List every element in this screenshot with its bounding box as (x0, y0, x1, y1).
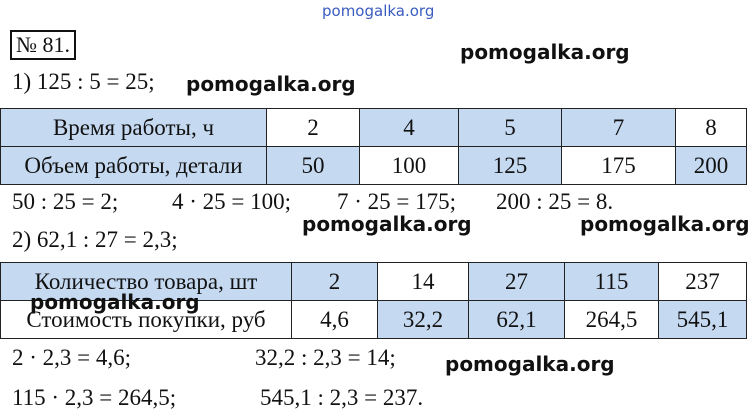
table-row: Количество товара, шт 2 14 27 115 237 (0, 262, 747, 301)
table-cell: 62,1 (468, 300, 565, 339)
table-cell: 27 (468, 262, 565, 301)
formula: 50 : 25 = 2; (12, 189, 119, 214)
formula: 1) 125 : 5 = 25; (12, 69, 155, 94)
table-cell: 125 (458, 146, 562, 185)
table-cell: 4,6 (291, 300, 378, 339)
table-cell: 14 (377, 262, 469, 301)
watermark: pomogalka.org (186, 72, 356, 96)
table-cell: 2 (266, 108, 360, 147)
row-header: Количество товара, шт (0, 262, 292, 301)
formula: 4 · 25 = 100; (172, 189, 292, 214)
row-header: Стоимость покупки, руб (0, 300, 292, 339)
data-table: Количество товара, шт 2 14 27 115 237 Стоимост… (0, 262, 747, 339)
table-cell: 7 (561, 108, 676, 147)
watermark: pomogalka.org (302, 212, 472, 236)
table-row: Стоимость покупки, руб 4,6 32,2 62,1 264,5 54… (0, 300, 747, 339)
formula: 32,2 : 2,3 = 14; (255, 345, 396, 370)
table-cell: 264,5 (564, 300, 659, 339)
watermark: pomogalka.org (580, 212, 750, 236)
table-cell: 200 (675, 146, 747, 185)
formula: 200 : 25 = 8. (496, 189, 614, 214)
formula: 2) 62,1 : 27 = 2,3; (12, 227, 178, 252)
formula: 7 · 25 = 175; (337, 189, 457, 214)
data-table: Время работы, ч 2 4 5 7 8 Объем работы, детали… (0, 108, 747, 185)
table-cell: 175 (561, 146, 676, 185)
table-row: Объем работы, детали 50 100 125 175 200 (0, 146, 747, 185)
row-header: Объем работы, детали (0, 146, 267, 185)
table-cell: 545,1 (658, 300, 747, 339)
formula: 2 · 2,3 = 4,6; (12, 345, 132, 370)
table-cell: 4 (359, 108, 459, 147)
table-cell: 5 (458, 108, 562, 147)
task-number: № 81. (10, 30, 76, 60)
watermark: pomogalka.org (445, 352, 615, 376)
watermark: pomogalka.org (30, 290, 200, 314)
table-cell: 50 (266, 146, 360, 185)
table-cell: 237 (658, 262, 747, 301)
formula: 115 · 2,3 = 264,5; (12, 385, 177, 410)
table-cell: 32,2 (377, 300, 469, 339)
row-header: Время работы, ч (0, 108, 267, 147)
formula: 545,1 : 2,3 = 237. (260, 385, 424, 410)
table-cell: 8 (675, 108, 747, 147)
table-cell: 2 (291, 262, 378, 301)
watermark: pomogalka.org (322, 2, 435, 20)
table-cell: 100 (359, 146, 459, 185)
table-cell: 115 (564, 262, 659, 301)
watermark: pomogalka.org (460, 40, 630, 64)
